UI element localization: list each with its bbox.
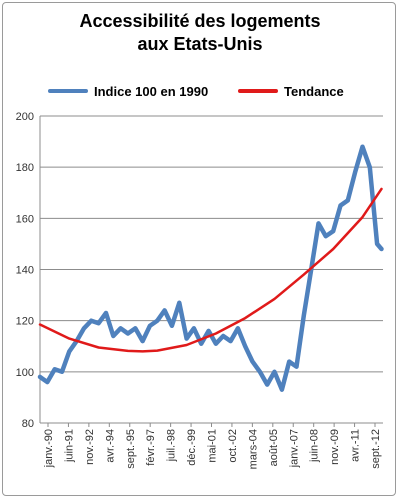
trend-series-line (38, 187, 383, 353)
y-tick-label: 100 (16, 367, 34, 379)
index-series-line (37, 144, 384, 392)
y-tick-label: 200 (16, 111, 34, 123)
x-tick-label: avr.-94 (104, 429, 116, 463)
x-tick-label: nov.-92 (84, 429, 96, 465)
legend-item-trend: Tendance (238, 80, 344, 102)
x-tick-label: sept.-95 (125, 429, 137, 469)
x-tick-label: janv.-90 (43, 429, 55, 468)
legend-swatch-trend (238, 89, 278, 93)
x-tick-label: sept.-12 (370, 429, 382, 469)
x-tick-label: avr.-11 (350, 429, 362, 462)
x-tick-label: oct.-02 (227, 429, 239, 463)
legend-swatch-index (48, 89, 88, 93)
x-tick-label: nov.-09 (329, 429, 341, 465)
legend-label-index: Indice 100 en 1990 (94, 83, 209, 99)
x-tick-label: août-05 (268, 429, 280, 466)
chart-frame (2, 2, 396, 496)
x-tick-label: juin-91 (63, 429, 75, 463)
x-tick-label: mars-04 (247, 429, 259, 469)
y-tick-label: 180 (16, 162, 34, 174)
chart-title-line1: Accessibilité des logements (79, 11, 321, 31)
legend-item-index: Indice 100 en 1990 (48, 80, 208, 102)
y-tick-label: 120 (16, 316, 34, 328)
x-tick-label: mai-01 (207, 429, 219, 463)
y-tick-label: 160 (16, 213, 34, 225)
x-tick-label: déc.-99 (186, 429, 198, 466)
y-tick-label: 140 (16, 265, 34, 277)
x-tick-label: juil.-98 (166, 429, 178, 462)
chart-title: Accessibilité des logements aux Etats-Un… (0, 10, 400, 56)
x-tick-label: juin-08 (309, 429, 321, 463)
chart-legend: Indice 100 en 1990 Tendance (0, 80, 400, 102)
chart-title-line2: aux Etats-Unis (137, 34, 263, 54)
x-tick-label: févr.-97 (145, 429, 157, 466)
y-tick-label: 80 (22, 418, 34, 430)
legend-label-trend: Tendance (284, 83, 344, 99)
x-tick-label: janv.-07 (288, 429, 300, 468)
